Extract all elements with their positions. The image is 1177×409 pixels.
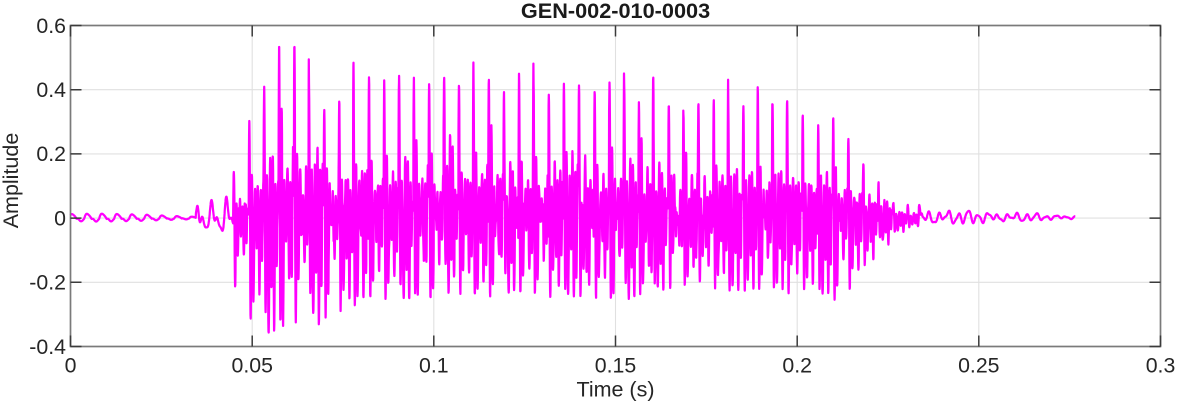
svg-text:0: 0: [65, 354, 77, 378]
svg-text:0.2: 0.2: [782, 354, 812, 378]
svg-text:0.4: 0.4: [36, 78, 66, 102]
svg-text:0.1: 0.1: [419, 354, 449, 378]
svg-text:0.2: 0.2: [36, 142, 66, 166]
svg-text:0.3: 0.3: [1146, 354, 1176, 378]
svg-text:GEN-002-010-0003: GEN-002-010-0003: [521, 0, 710, 23]
svg-text:Amplitude: Amplitude: [0, 133, 23, 229]
svg-text:0.25: 0.25: [958, 354, 999, 378]
svg-text:0.15: 0.15: [595, 354, 636, 378]
svg-text:0.6: 0.6: [36, 14, 66, 38]
svg-text:0.05: 0.05: [231, 354, 272, 378]
svg-text:-0.2: -0.2: [29, 271, 66, 295]
svg-text:Time (s): Time (s): [576, 378, 654, 402]
svg-text:-0.4: -0.4: [29, 335, 66, 359]
svg-text:0: 0: [54, 206, 66, 230]
